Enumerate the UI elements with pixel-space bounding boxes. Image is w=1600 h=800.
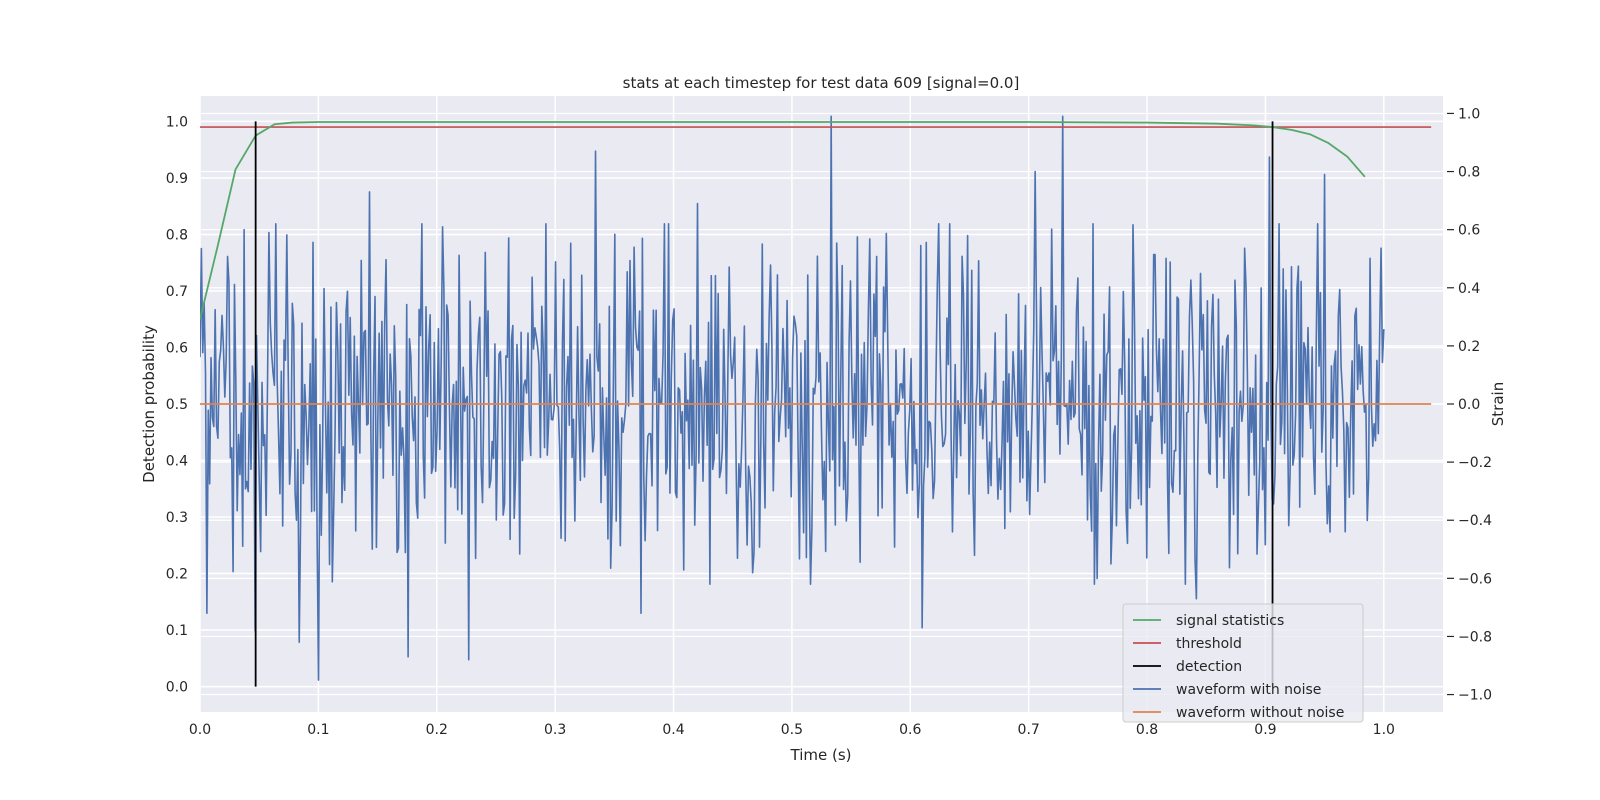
chart-title: stats at each timestep for test data 609…	[623, 74, 1020, 92]
legend: signal statistics threshold detection wavef…	[1122, 603, 1364, 723]
series-layer	[200, 115, 1432, 687]
x-tick-label: 0.9	[1254, 722, 1276, 738]
x-tick-label: 0.0	[189, 722, 211, 738]
x-tick-label: 0.3	[544, 722, 566, 738]
x-tick-label: 0.1	[307, 722, 329, 738]
y-axis-ticks: 0.0 0.1 0.2 0.3 0.4 0.5 0.6 0.7 0.8 0.9 1.0	[166, 114, 188, 695]
legend-box	[1122, 603, 1364, 723]
x-tick-label: 0.7	[1018, 722, 1040, 738]
x-tick-label: 0.6	[899, 722, 921, 738]
x-axis-ticks: 0.0 0.1 0.2 0.3 0.4 0.5 0.6 0.7 0.8 0.9 1.0	[189, 722, 1395, 738]
x-tick-label: 0.5	[781, 722, 803, 738]
y2-tick-label: 0.4	[1458, 281, 1480, 297]
x-tick-label: 0.8	[1136, 722, 1158, 738]
y-tick-label: 0.8	[166, 227, 188, 243]
y2-tick-label: −0.2	[1458, 455, 1492, 471]
y-axis-label: Detection probability	[140, 325, 158, 483]
y-tick-label: 0.3	[166, 510, 188, 526]
legend-label-threshold: threshold	[1176, 636, 1242, 652]
x-tick-label: 0.4	[662, 722, 684, 738]
y-tick-label: 1.0	[166, 114, 188, 130]
y2-axis-label: Strain	[1489, 382, 1507, 426]
y2-tick-label: 0.2	[1458, 339, 1480, 355]
y2-tick-label: −0.8	[1458, 629, 1492, 645]
y-tick-label: 0.5	[166, 397, 188, 413]
y-tick-label: 0.9	[166, 171, 188, 187]
y-tick-label: 0.1	[166, 623, 188, 639]
legend-label-waveform-without-noise: waveform without noise	[1176, 705, 1344, 721]
y-tick-label: 0.7	[166, 284, 188, 300]
y2-tick-label: −0.6	[1458, 571, 1492, 587]
x-tick-label: 0.2	[426, 722, 448, 738]
y2-tick-label: 1.0	[1458, 106, 1480, 122]
y2-axis-ticks: −1.0 −0.8 −0.6 −0.4 −0.2 0.0 0.2 0.4 0.6 0.8 1.0	[1447, 106, 1492, 704]
y2-tick-label: 0.8	[1458, 165, 1480, 181]
legend-label-detection: detection	[1176, 659, 1242, 675]
y-tick-label: 0.2	[166, 567, 188, 583]
legend-label-waveform-with-noise: waveform with noise	[1176, 682, 1321, 698]
y2-tick-label: −1.0	[1458, 688, 1492, 704]
y-tick-label: 0.6	[166, 340, 188, 356]
series-waveform-with-noise	[200, 115, 1385, 681]
y-tick-label: 0.4	[166, 454, 188, 470]
y-tick-label: 0.0	[166, 680, 188, 696]
x-tick-label: 1.0	[1373, 722, 1395, 738]
legend-label-signal-statistics: signal statistics	[1176, 613, 1284, 629]
y2-tick-label: −0.4	[1458, 513, 1492, 529]
y2-tick-label: 0.6	[1458, 223, 1480, 239]
series-signal-statistics	[200, 121, 1366, 320]
y2-tick-label: 0.0	[1458, 397, 1480, 413]
x-axis-label: Time (s)	[790, 746, 852, 764]
